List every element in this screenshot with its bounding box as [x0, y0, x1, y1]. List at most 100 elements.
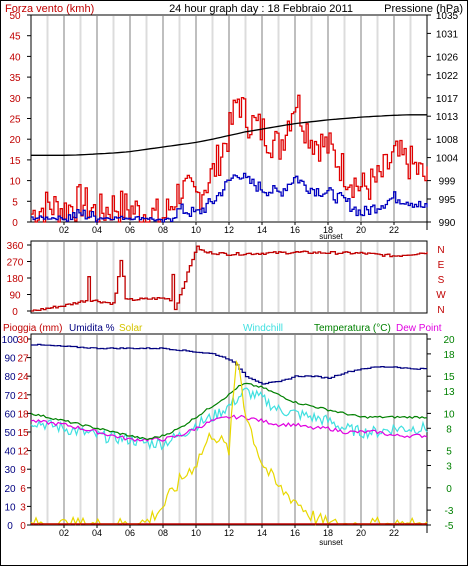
y-tick-label-right: 1031: [436, 29, 459, 40]
x-tick-label: 06: [125, 225, 135, 235]
rain-tick-label: 12: [17, 447, 29, 458]
rain-tick-label: 27: [17, 354, 29, 365]
rain-tick-label: 15: [17, 428, 29, 439]
compass-label: N: [437, 245, 444, 256]
y-tick-label-left: 0: [12, 218, 18, 229]
y-tick-label-left: 45: [9, 32, 21, 43]
humidity-tick-label: 70: [4, 391, 16, 402]
rain-tick-label: 0: [20, 521, 26, 532]
rain-tick-label: 9: [20, 465, 26, 476]
humidity-tick-label: 30: [4, 465, 16, 476]
y-tick-label-right: 1035: [436, 11, 459, 22]
chart-title: 24 hour graph day : 18 Febbraio 2011: [169, 3, 353, 15]
x-tick-label: 16: [290, 528, 300, 538]
y-tick-label-left: 50: [9, 11, 21, 22]
rain-tick-label: 21: [17, 391, 29, 402]
humidity-tick-label: 50: [4, 428, 16, 439]
x-tick-label: 02: [59, 225, 69, 235]
x-tick-label: 18: [323, 225, 333, 235]
wind-avg-line: [31, 172, 428, 223]
compass-label: E: [438, 260, 445, 271]
y-tick-label-right: 1013: [436, 112, 459, 123]
y-tick-label-left: 0: [12, 307, 18, 318]
humidity-tick-label: 20: [4, 484, 16, 495]
y-tick-label-right: 1026: [436, 52, 459, 63]
y-tick-label-right: 1022: [436, 71, 459, 82]
rain-tick-label: 30: [17, 335, 29, 346]
temperature-tick-label: 3: [446, 461, 452, 472]
sunset-label-top: sunset: [319, 232, 343, 241]
pressure-line: [31, 114, 427, 156]
dewpoint-line: [30, 414, 428, 442]
rain-tick-label: 24: [17, 372, 29, 383]
humidity-tick-label: 100: [2, 335, 19, 346]
temperature-line: [30, 382, 428, 441]
temperature-tick-label: 18: [443, 350, 455, 361]
humidity-tick-label: 90: [4, 354, 16, 365]
temperature-tick-label: 10: [443, 409, 455, 420]
rain-tick-label: 3: [20, 502, 26, 513]
y-tick-label-left: 90: [9, 291, 21, 302]
windchill-line: [30, 387, 428, 451]
y-tick-label-left: 270: [7, 258, 24, 269]
y-tick-label-right: 1017: [436, 94, 459, 105]
humidity-tick-label: 40: [4, 447, 16, 458]
x-tick-label: 20: [356, 528, 366, 538]
temperature-tick-label: 20: [443, 335, 455, 346]
windchill-legend: Windchill: [243, 323, 283, 334]
wind-axis-title: Forza vento (kmh): [5, 3, 94, 15]
x-tick-label: 16: [290, 225, 300, 235]
rain-legend: Pioggia (mm): [3, 323, 62, 334]
temperature-tick-label: 8: [446, 424, 452, 435]
humidity-line: [31, 343, 427, 385]
humidity-tick-label: 60: [4, 409, 16, 420]
temperature-tick-label: -3: [445, 506, 454, 517]
y-tick-label-left: 35: [9, 73, 21, 84]
x-tick-label: 14: [257, 225, 267, 235]
x-tick-label: 08: [158, 225, 168, 235]
temperature-tick-label: 13: [443, 387, 455, 398]
solar-legend: Solar: [119, 323, 143, 334]
dewpoint-legend: Dew Point: [396, 323, 442, 334]
y-tick-label-left: 20: [9, 135, 21, 146]
wind-direction-line: [31, 245, 428, 312]
compass-label: S: [438, 275, 445, 286]
sunset-label-bottom: sunset: [319, 538, 343, 547]
x-tick-label: 10: [191, 528, 201, 538]
x-tick-label: 14: [257, 528, 267, 538]
humidity-tick-label: 10: [4, 502, 16, 513]
temperature-legend: Temperatura (°C): [314, 323, 391, 334]
y-tick-label-right: 990: [439, 218, 456, 229]
rain-tick-label: 18: [17, 409, 29, 420]
y-tick-label-left: 15: [9, 156, 21, 167]
temperature-tick-label: 5: [446, 447, 452, 458]
compass-label: W: [436, 290, 446, 301]
temperature-tick-label: 15: [443, 372, 455, 383]
x-tick-label: 04: [92, 528, 102, 538]
x-tick-label: 18: [323, 528, 333, 538]
y-tick-label-right: 999: [439, 177, 456, 188]
y-tick-label-left: 40: [9, 52, 21, 63]
humidity-legend: Umidita %: [69, 323, 115, 334]
y-tick-label-left: 5: [12, 197, 18, 208]
rain-tick-label: 6: [20, 484, 26, 495]
y-tick-label-left: 180: [7, 274, 24, 285]
x-tick-label: 20: [356, 225, 366, 235]
y-tick-label-left: 25: [9, 115, 21, 126]
temperature-tick-label: -5: [445, 521, 454, 532]
x-tick-label: 08: [158, 528, 168, 538]
x-tick-label: 06: [125, 528, 135, 538]
x-tick-label: 22: [389, 225, 399, 235]
pressure-axis-title: Pressione (hPa): [384, 3, 463, 15]
x-tick-label: 22: [389, 528, 399, 538]
y-tick-label-right: 1004: [436, 154, 459, 165]
humidity-tick-label: 80: [4, 372, 16, 383]
y-tick-label-left: 360: [7, 241, 24, 252]
x-tick-label: 02: [59, 528, 69, 538]
y-tick-label-right: 995: [439, 195, 456, 206]
compass-label: N: [437, 305, 444, 316]
temperature-tick-label: 0: [446, 484, 452, 495]
y-tick-label-left: 10: [9, 177, 21, 188]
